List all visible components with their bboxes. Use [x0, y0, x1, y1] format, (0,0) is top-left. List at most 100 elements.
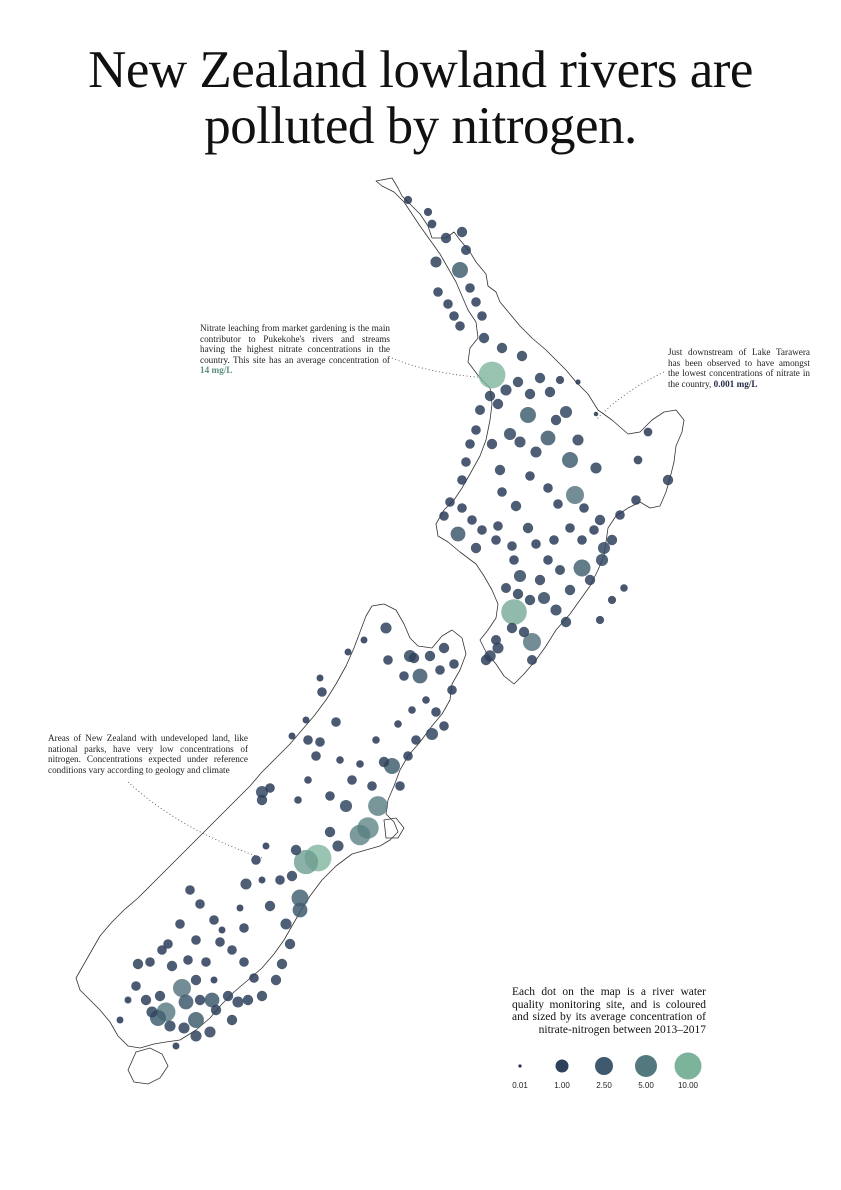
- monitoring-site-dot: [607, 595, 617, 605]
- monitoring-site-dot: [540, 430, 556, 446]
- monitoring-site-dot: [590, 462, 602, 474]
- monitoring-site-dot: [501, 599, 527, 625]
- monitoring-site-dot: [449, 659, 459, 669]
- monitoring-site-dot: [593, 411, 599, 417]
- legend-label-5-00: 5.00: [638, 1081, 654, 1090]
- monitoring-site-dot: [236, 904, 244, 912]
- monitoring-site-dot: [427, 219, 437, 229]
- monitoring-site-dot: [438, 642, 450, 654]
- monitoring-site-dot: [525, 471, 535, 481]
- monitoring-site-dot: [349, 824, 371, 846]
- monitoring-site-dot: [239, 923, 249, 933]
- monitoring-site-dot: [256, 794, 268, 806]
- monitoring-site-dot: [572, 434, 584, 446]
- monitoring-site-dot: [284, 938, 296, 950]
- monitoring-site-dot: [222, 990, 234, 1002]
- monitoring-site-dot: [447, 685, 457, 695]
- tarawera-leader-line: [595, 371, 665, 421]
- monitoring-site-dot: [280, 918, 292, 930]
- monitoring-site-dot: [368, 796, 388, 816]
- monitoring-site-dot: [242, 994, 254, 1006]
- monitoring-site-dot: [497, 487, 507, 497]
- monitoring-site-dot: [195, 899, 205, 909]
- monitoring-site-dot: [457, 503, 467, 513]
- tarawera-value: 0.001 mg/L: [713, 378, 758, 389]
- monitoring-site-dot: [579, 503, 589, 513]
- pukekohe-annotation-text: Nitrate leaching from market gardening i…: [200, 323, 390, 365]
- monitoring-site-dot: [325, 791, 335, 801]
- monitoring-site-dot: [190, 1030, 202, 1042]
- monitoring-site-dot: [256, 990, 268, 1002]
- monitoring-site-dot: [204, 992, 220, 1008]
- monitoring-site-dot: [615, 510, 625, 520]
- monitoring-site-dot: [239, 957, 249, 967]
- monitoring-site-dot: [465, 439, 475, 449]
- monitoring-site-dot: [302, 716, 310, 724]
- pukekohe-value: 14 mg/L: [200, 365, 233, 375]
- monitoring-site-dot: [154, 990, 166, 1002]
- monitoring-site-dot: [194, 994, 206, 1006]
- monitoring-site-dot: [491, 635, 501, 645]
- monitoring-site-dot: [294, 796, 302, 804]
- monitoring-site-dot: [523, 633, 541, 651]
- monitoring-site-dot: [315, 737, 325, 747]
- monitoring-site-dot: [431, 707, 441, 717]
- monitoring-site-dot: [475, 405, 485, 415]
- monitoring-site-dot: [512, 376, 524, 388]
- monitoring-site-dot: [324, 826, 336, 838]
- legend-label-2-50: 2.50: [596, 1081, 612, 1090]
- monitoring-site-dot: [423, 207, 433, 217]
- monitoring-site-dot: [344, 648, 352, 656]
- monitoring-site-dot: [555, 565, 565, 575]
- monitoring-site-dot: [360, 636, 368, 644]
- monitoring-site-dot: [258, 876, 266, 884]
- monitoring-site-dot: [543, 483, 553, 493]
- monitoring-site-dot: [520, 407, 536, 423]
- monitoring-site-dot: [467, 515, 477, 525]
- monitoring-site-dot: [589, 525, 599, 535]
- monitoring-site-dot: [204, 1026, 216, 1038]
- monitoring-site-dot: [395, 781, 405, 791]
- monitoring-site-dot: [465, 283, 475, 293]
- monitoring-site-dot: [276, 958, 288, 970]
- legend-dot-5-00: [635, 1055, 657, 1077]
- monitoring-site-dot: [527, 655, 537, 665]
- monitoring-site-dot: [480, 654, 492, 666]
- monitoring-site-dot: [185, 885, 195, 895]
- monitoring-site-dot: [116, 1016, 124, 1024]
- monitoring-site-dot: [356, 760, 364, 768]
- monitoring-site-dot: [513, 569, 527, 583]
- monitoring-site-dot: [565, 523, 575, 533]
- tarawera-annotation-text: Just downstream of Lake Tarawera has bee…: [668, 347, 810, 389]
- monitoring-site-dot: [564, 584, 576, 596]
- monitoring-site-dot: [424, 650, 436, 662]
- monitoring-site-dot: [172, 1042, 180, 1050]
- pukekohe-leader-line: [391, 357, 489, 379]
- monitoring-site-dot: [493, 521, 503, 531]
- monitoring-site-dot: [191, 935, 201, 945]
- monitoring-site-dot: [573, 559, 591, 577]
- monitoring-site-dot: [631, 495, 641, 505]
- monitoring-site-dot: [597, 541, 611, 555]
- monitoring-site-dot: [577, 535, 587, 545]
- monitoring-site-dot: [549, 535, 559, 545]
- monitoring-site-dot: [394, 720, 402, 728]
- monitoring-site-dot: [507, 541, 517, 551]
- monitoring-site-dot: [175, 919, 185, 929]
- monitoring-site-dot: [555, 375, 565, 385]
- monitoring-site-dot: [492, 642, 504, 654]
- monitoring-site-dot: [550, 414, 562, 426]
- monitoring-site-dot: [522, 522, 534, 534]
- monitoring-site-dot: [594, 514, 606, 526]
- monitoring-site-dot: [215, 937, 225, 947]
- monitoring-site-dot: [332, 840, 344, 852]
- legend-dots: 0.01 1.00 2.50 5.00 10.00: [512, 1052, 702, 1090]
- monitoring-site-dot: [178, 1022, 190, 1034]
- legend-dot-1-00: [555, 1059, 569, 1073]
- monitoring-site-dot: [544, 386, 556, 398]
- page-title: New Zealand lowland rivers are polluted …: [0, 42, 841, 154]
- monitoring-site-dot: [461, 245, 471, 255]
- monitoring-site-dot: [163, 939, 173, 949]
- monitoring-site-dot: [336, 756, 344, 764]
